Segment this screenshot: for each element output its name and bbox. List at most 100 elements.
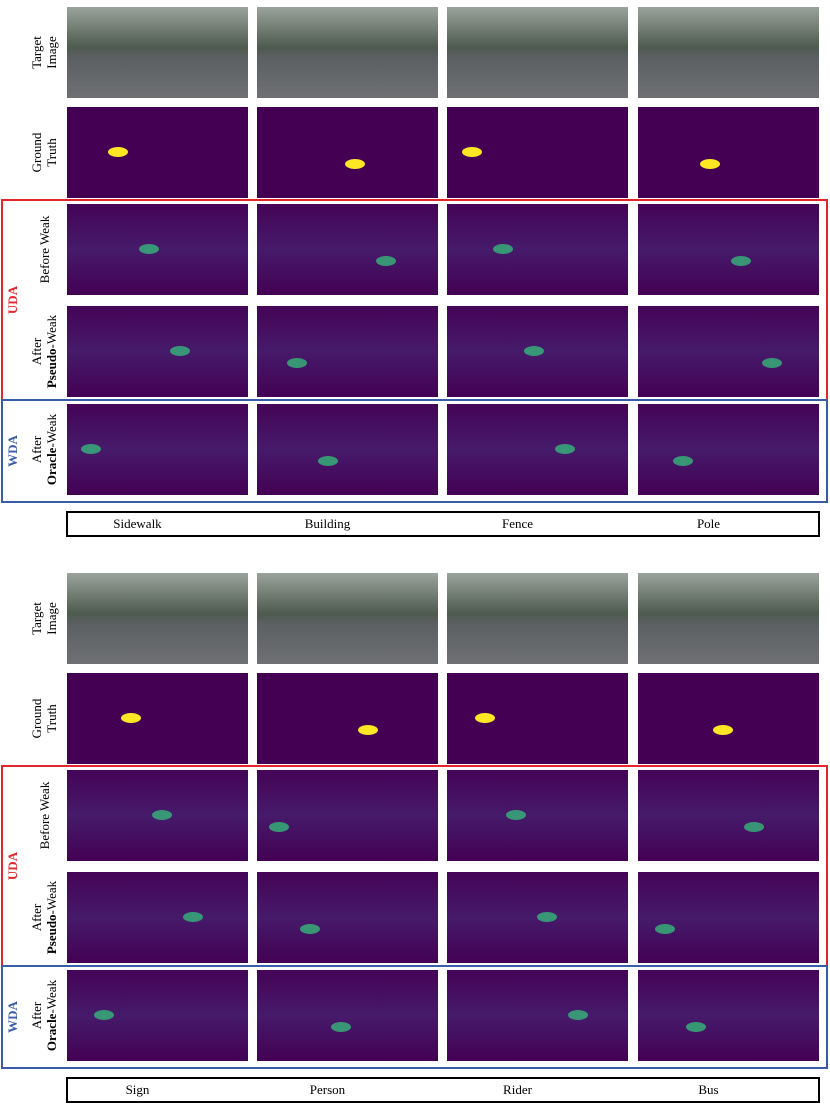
heatmap xyxy=(447,970,628,1061)
heatmap xyxy=(257,107,438,198)
heatmap xyxy=(638,107,819,198)
class-label: Pole xyxy=(697,516,720,531)
row-label: Oracle-Weak xyxy=(44,413,59,485)
class-box xyxy=(66,1077,820,1103)
blob xyxy=(568,1010,588,1020)
row-label-bold: Oracle xyxy=(44,1013,59,1051)
heatmap xyxy=(447,404,628,495)
row-label-rest: -Weak xyxy=(44,979,59,1013)
heatmap xyxy=(638,770,819,861)
heatmap xyxy=(447,204,628,295)
blob xyxy=(358,725,378,735)
heatmap xyxy=(257,404,438,495)
row-label: After xyxy=(29,435,44,463)
heatmap xyxy=(638,204,819,295)
blob xyxy=(493,244,513,254)
row-label-rest: -Weak xyxy=(44,413,59,447)
blob xyxy=(713,725,733,735)
heatmap xyxy=(638,306,819,397)
target-image xyxy=(257,7,438,98)
target-image xyxy=(447,7,628,98)
blob xyxy=(269,822,289,832)
target-image xyxy=(447,573,628,664)
row-label-bold: Pseudo xyxy=(44,348,59,388)
target-image xyxy=(67,573,248,664)
blob xyxy=(506,810,526,820)
blob xyxy=(555,444,575,454)
class-box xyxy=(66,511,820,537)
row-label: Ground xyxy=(29,132,44,172)
class-label: Rider xyxy=(503,1082,533,1097)
heatmap xyxy=(257,306,438,397)
blob xyxy=(300,924,320,934)
group-box xyxy=(1,965,828,1069)
blob xyxy=(345,159,365,169)
blob xyxy=(121,713,141,723)
row-label: Image xyxy=(44,36,59,69)
heatmap xyxy=(67,872,248,963)
row-label: Oracle-Weak xyxy=(44,979,59,1051)
heatmap xyxy=(257,872,438,963)
blob xyxy=(762,358,782,368)
row-label: Before Weak xyxy=(37,215,52,283)
heatmap xyxy=(257,673,438,764)
heatmap xyxy=(447,770,628,861)
group-label: WDA xyxy=(5,435,20,467)
row-label: After xyxy=(29,903,44,931)
group-box xyxy=(1,399,828,503)
blob xyxy=(81,444,101,454)
blob xyxy=(462,147,482,157)
row-label: After xyxy=(29,337,44,365)
blob xyxy=(673,456,693,466)
heatmap xyxy=(257,770,438,861)
blob xyxy=(524,346,544,356)
heatmap xyxy=(257,204,438,295)
blob xyxy=(94,1010,114,1020)
blob xyxy=(700,159,720,169)
heatmap xyxy=(67,673,248,764)
blob xyxy=(537,912,557,922)
class-label: Person xyxy=(310,1082,346,1097)
row-label: Target xyxy=(29,36,44,69)
row-label: Truth xyxy=(44,704,59,733)
blob xyxy=(318,456,338,466)
row-label-rest: -Weak xyxy=(44,314,59,348)
blob xyxy=(331,1022,351,1032)
row-label: Pseudo-Weak xyxy=(44,880,59,954)
heatmap xyxy=(67,306,248,397)
row-label: Target xyxy=(29,602,44,635)
blob xyxy=(731,256,751,266)
group-label: UDA xyxy=(5,851,20,880)
group-label: UDA xyxy=(5,285,20,314)
target-image xyxy=(257,573,438,664)
class-label: Sign xyxy=(126,1082,150,1097)
heatmap xyxy=(257,970,438,1061)
class-label: Sidewalk xyxy=(113,516,162,531)
row-label-rest: -Weak xyxy=(44,880,59,914)
blob xyxy=(655,924,675,934)
row-label-bold: Pseudo xyxy=(44,914,59,954)
target-image xyxy=(638,573,819,664)
class-label: Fence xyxy=(502,516,533,531)
class-label: Building xyxy=(305,516,351,531)
row-label: Ground xyxy=(29,698,44,738)
row-label-bold: Oracle xyxy=(44,447,59,485)
class-label: Bus xyxy=(698,1082,718,1097)
blob xyxy=(686,1022,706,1032)
blob xyxy=(183,912,203,922)
heatmap xyxy=(67,107,248,198)
heatmap xyxy=(638,404,819,495)
heatmap xyxy=(638,970,819,1061)
heatmap xyxy=(447,673,628,764)
row-label: Pseudo-Weak xyxy=(44,314,59,388)
blob xyxy=(139,244,159,254)
heatmap xyxy=(638,673,819,764)
group-label: WDA xyxy=(5,1001,20,1033)
blob xyxy=(287,358,307,368)
row-label: After xyxy=(29,1001,44,1029)
target-image xyxy=(638,7,819,98)
blob xyxy=(152,810,172,820)
blob xyxy=(108,147,128,157)
row-label: Truth xyxy=(44,138,59,167)
